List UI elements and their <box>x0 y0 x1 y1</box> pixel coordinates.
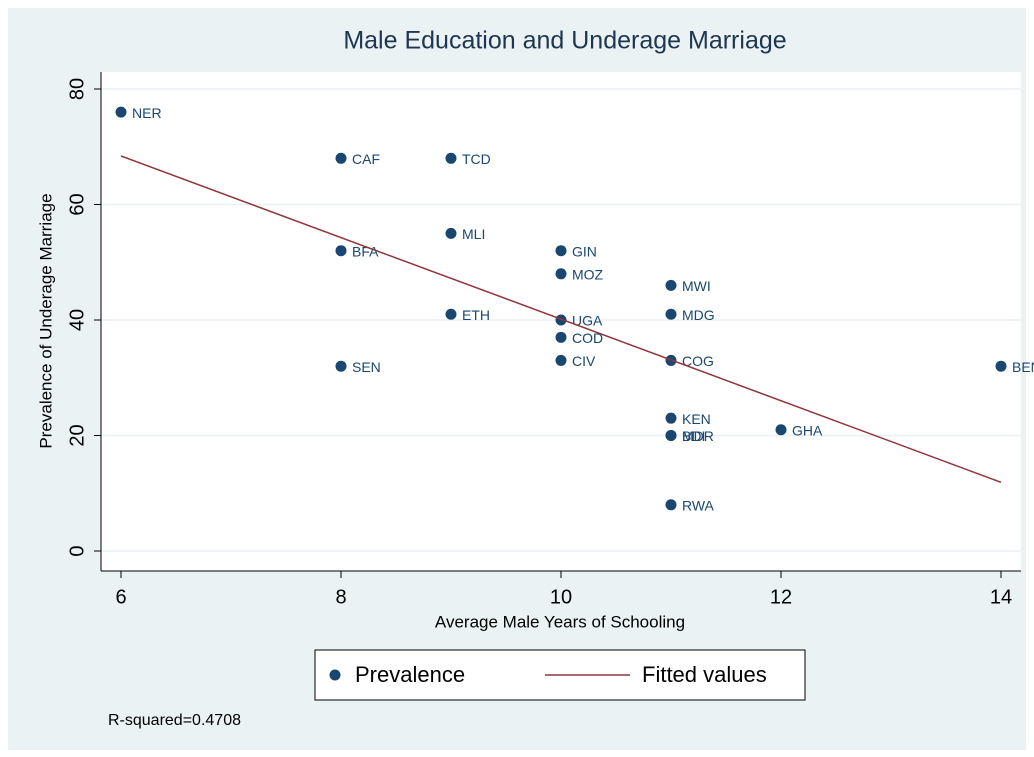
point-label: MWI <box>682 278 711 294</box>
legend-label: Fitted values <box>642 662 767 687</box>
x-tick-label: 12 <box>770 586 792 608</box>
point <box>665 308 677 320</box>
point-label: KEN <box>682 411 711 427</box>
y-tick-label: 20 <box>66 424 88 446</box>
point <box>555 268 567 280</box>
point-label: TCD <box>462 151 491 167</box>
point-label: GHA <box>792 422 823 438</box>
point <box>555 331 567 343</box>
point-label: NER <box>132 105 162 121</box>
point-label: COG <box>682 353 714 369</box>
point-label: CAF <box>352 151 380 167</box>
x-tick-label: 6 <box>115 586 126 608</box>
x-tick-label: 8 <box>335 586 346 608</box>
point <box>335 360 347 372</box>
point <box>665 499 677 511</box>
point-label: CIV <box>572 353 596 369</box>
chart-title: Male Education and Underage Marriage <box>343 27 786 55</box>
point <box>445 152 457 164</box>
point <box>995 360 1007 372</box>
point <box>775 424 787 436</box>
point-label: ETH <box>462 307 490 323</box>
point <box>555 314 567 326</box>
point-label: MOZ <box>572 267 604 283</box>
note: R-squared=0.4708 <box>108 712 241 729</box>
point-label: COD <box>572 330 603 346</box>
legend-swatch <box>329 669 341 681</box>
y-tick-label: 0 <box>66 545 88 556</box>
point <box>555 354 567 366</box>
point-label: BEN <box>1012 359 1034 375</box>
y-tick-label: 40 <box>66 309 88 331</box>
point-label: BFA <box>352 243 379 259</box>
point <box>445 227 457 239</box>
point <box>335 245 347 257</box>
y-tick-label: 60 <box>66 193 88 215</box>
point <box>665 412 677 424</box>
point <box>335 152 347 164</box>
x-tick-label: 14 <box>990 586 1012 608</box>
point <box>115 106 127 118</box>
legend-label: Prevalence <box>355 662 465 687</box>
y-axis-title: Prevalence of Underage Marriage <box>36 193 55 448</box>
fitted-line <box>120 155 1002 483</box>
x-axis-title: Average Male Years of Schooling <box>435 612 685 631</box>
point-label: GIN <box>572 243 597 259</box>
point <box>665 279 677 291</box>
point <box>445 308 457 320</box>
point <box>555 245 567 257</box>
point-label: MLI <box>462 226 485 242</box>
point-label: BDI <box>682 428 705 444</box>
y-tick-label: 80 <box>66 78 88 100</box>
point-label: SEN <box>352 359 381 375</box>
point-label: MDR <box>682 428 714 444</box>
point-label: RWA <box>682 498 715 514</box>
x-tick-label: 10 <box>550 586 572 608</box>
point <box>665 430 677 441</box>
point-label: MDG <box>682 307 715 323</box>
point-label: UGA <box>572 313 603 329</box>
